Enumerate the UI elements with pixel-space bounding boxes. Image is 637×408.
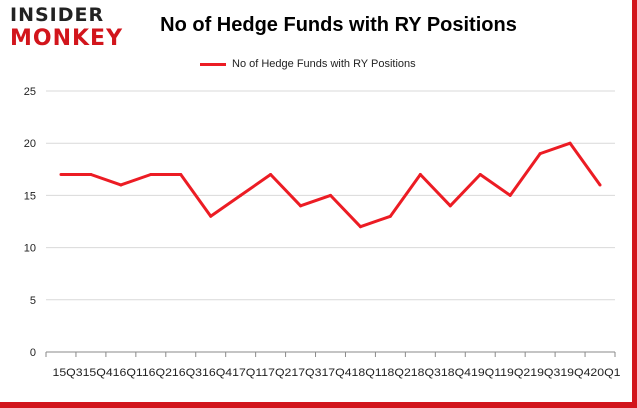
data-point xyxy=(568,141,572,145)
data-point xyxy=(209,214,213,218)
legend-swatch xyxy=(200,62,226,66)
data-point xyxy=(508,193,512,197)
data-point xyxy=(418,173,422,177)
data-point xyxy=(358,225,362,229)
logo-text-top: INSIDER xyxy=(10,4,105,26)
data-point xyxy=(329,193,332,197)
logo-text-bottom: MONKEY xyxy=(10,26,124,51)
x-tick-labels: 15Q315Q416Q116Q216Q316Q417Q117Q217Q317Q4… xyxy=(53,367,621,379)
y-tick-label: 25 xyxy=(24,86,36,98)
y-tick-label: 20 xyxy=(24,138,36,150)
data-point xyxy=(538,152,542,156)
chart-title: No of Hedge Funds with RY Positions xyxy=(160,14,517,36)
chart-legend: No of Hedge Funds with RY Positions xyxy=(200,56,416,72)
y-tick-label: 5 xyxy=(30,295,36,307)
data-point xyxy=(448,204,452,208)
data-point xyxy=(149,173,153,177)
data-point xyxy=(269,173,273,177)
frame-border-right xyxy=(632,0,637,408)
y-tick-label: 0 xyxy=(30,347,36,359)
data-point xyxy=(299,204,303,208)
data-point xyxy=(59,173,63,177)
series-line xyxy=(60,141,602,229)
y-tick-label: 10 xyxy=(24,243,36,255)
data-point xyxy=(89,173,93,177)
insider-monkey-logo: INSIDER MONKEY xyxy=(10,6,122,54)
data-point xyxy=(478,173,482,177)
y-tick-label: 15 xyxy=(24,190,36,202)
data-point xyxy=(388,214,392,218)
frame-border-bottom xyxy=(0,402,637,408)
data-point xyxy=(179,173,183,177)
data-point xyxy=(598,183,602,187)
data-point xyxy=(239,193,243,197)
data-point xyxy=(119,183,123,187)
legend-label: No of Hedge Funds with RY Positions xyxy=(232,58,416,70)
